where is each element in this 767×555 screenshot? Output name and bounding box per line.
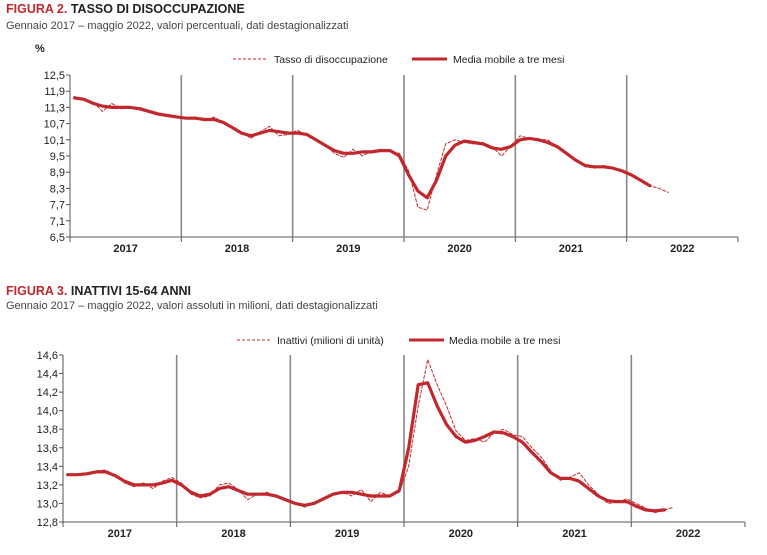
figure2-label: FIGURA 2. <box>6 2 68 16</box>
y-tick-label: 13,6 <box>37 443 58 455</box>
y-tick-label: 7,1 <box>50 216 65 228</box>
y-tick-label: 9,5 <box>50 151 65 163</box>
x-tick-label-2017: 2017 <box>108 528 132 540</box>
figure3-title: FIGURA 3. INATTIVI 15-64 ANNI <box>6 284 191 298</box>
y-tick-label: 10,7 <box>44 119 65 131</box>
y-tick-label: 8,9 <box>50 167 65 179</box>
x-tick-label-2018: 2018 <box>225 243 249 255</box>
figure3-subtitle: Gennaio 2017 – maggio 2022, valori assol… <box>6 300 378 312</box>
figure2-title-text: TASSO DI DISOCCUPAZIONE <box>70 2 245 16</box>
series-line-monthly <box>74 96 669 211</box>
x-tick-label-2019: 2019 <box>336 243 360 255</box>
y-tick-label: 11,3 <box>44 102 65 114</box>
y-tick-label: 13,2 <box>37 480 58 492</box>
x-tick-label-2020: 2020 <box>447 243 471 255</box>
x-tick-label-2021: 2021 <box>559 243 583 255</box>
unemployment-chart: 12,5 11,9 11,3 10,7 10,1 9,5 8,9 8,3 7,7 7,1 6,5 20… <box>35 43 739 255</box>
figure2-subtitle: Gennaio 2017 – maggio 2022, valori perce… <box>6 20 349 32</box>
y-tick-label: 13,0 <box>37 498 58 510</box>
legend-label-1: Media mobile a tre mesi <box>449 335 560 347</box>
y-axis-unit: % <box>35 43 45 55</box>
figure3-label: FIGURA 3. <box>6 284 68 298</box>
y-tick-label: 14,2 <box>37 387 58 399</box>
x-tick-label-2019: 2019 <box>335 528 359 540</box>
y-tick-label: 14,4 <box>37 369 58 381</box>
figure3-title-text: INATTIVI 15-64 ANNI <box>70 284 192 298</box>
legend-label-0: Inattivi (milioni di unità) <box>277 335 384 347</box>
y-tick-label: 11,9 <box>44 86 65 98</box>
x-tick-label-2021: 2021 <box>562 528 586 540</box>
y-tick-label: 12,5 <box>44 70 65 82</box>
y-tick-label: 12,8 <box>37 517 58 529</box>
y-tick-label: 13,4 <box>37 461 58 473</box>
figure2-title: FIGURA 2. TASSO DI DISOCCUPAZIONE <box>6 2 245 16</box>
x-tick-label-2022: 2022 <box>670 243 694 255</box>
y-tick-label: 14,6 <box>37 350 58 362</box>
y-tick-label: 7,7 <box>50 200 65 212</box>
x-tick-label-2018: 2018 <box>221 528 245 540</box>
series-line-monthly <box>67 359 675 514</box>
legend-label-1: Media mobile a tre mesi <box>453 54 564 66</box>
series-line-moving-average <box>66 381 667 513</box>
y-tick-label: 6,5 <box>50 232 65 244</box>
y-tick-label: 10,1 <box>44 135 65 147</box>
legend-label-0: Tasso di disoccupazione <box>274 54 388 66</box>
y-tick-label: 8,3 <box>50 183 65 195</box>
x-tick-label-2017: 2017 <box>113 243 137 255</box>
x-tick-label-2022: 2022 <box>676 528 700 540</box>
x-tick-label-2020: 2020 <box>449 528 473 540</box>
y-tick-label: 13,8 <box>37 424 58 436</box>
y-tick-label: 14,0 <box>37 406 58 418</box>
